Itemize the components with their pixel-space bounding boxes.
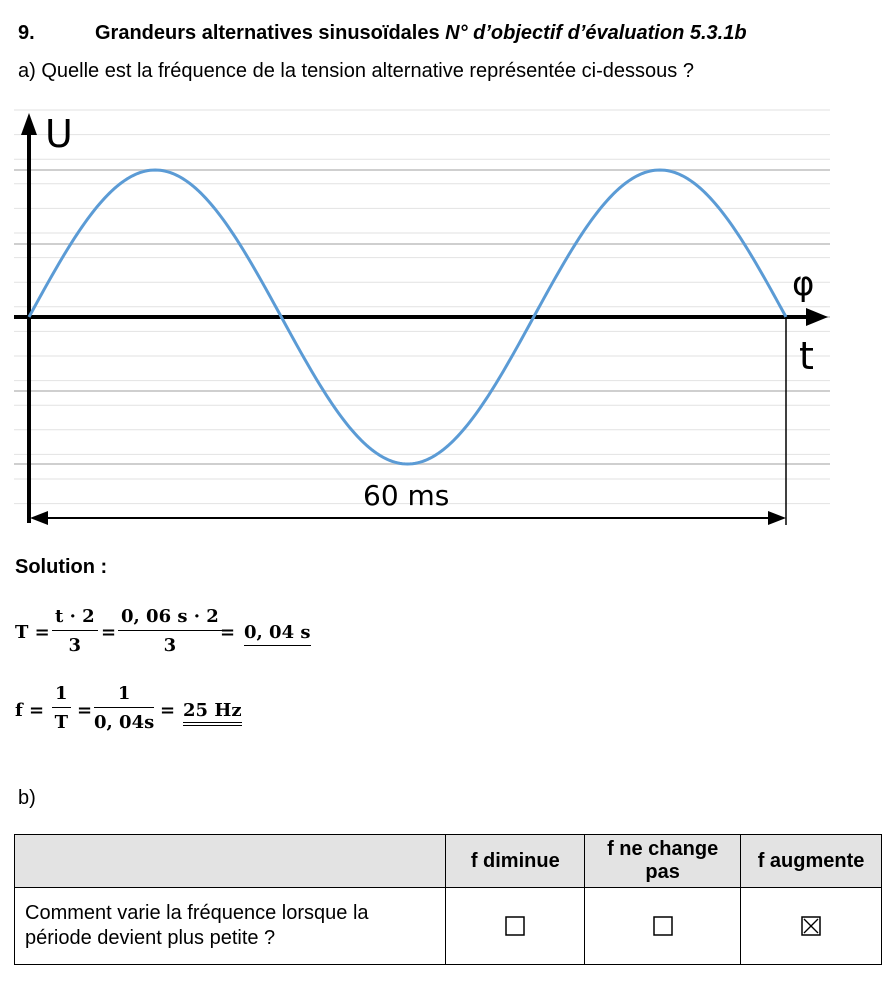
eq2-fraction-2: 1 0, 04s xyxy=(94,683,155,733)
table-header-row: f diminue f ne change pas f augmente xyxy=(13,834,882,888)
eq2-equals-2: = xyxy=(160,700,176,721)
figure-grid xyxy=(14,109,830,505)
y-axis-arrow xyxy=(21,113,37,135)
header-f-ne-change-pas: f ne change pas xyxy=(584,834,742,888)
eq2-frac2-num: 1 xyxy=(94,683,155,708)
eq2-frac2-den: 0, 04s xyxy=(94,712,155,733)
eq2-result: 25 Hz xyxy=(183,700,242,726)
eq1-frac1-num: t · 2 xyxy=(52,606,98,631)
header-f-diminue: f diminue xyxy=(445,834,586,888)
header-empty xyxy=(13,834,447,888)
eq1-lhs: T = xyxy=(15,622,50,643)
eq1-frac2-num: 0, 06 s · 2 xyxy=(118,606,222,631)
question-a: a) Quelle est la fréquence de la tension… xyxy=(18,60,694,82)
eq2-equals: = xyxy=(77,700,93,721)
cell-ne-change-pas xyxy=(584,887,742,965)
title-main: Grandeurs alternatives sinusoïdales xyxy=(95,22,440,44)
eq1-result: 0, 04 s xyxy=(244,622,311,646)
eq1-fraction-1: t · 2 3 xyxy=(52,606,98,656)
part-b-label: b) xyxy=(18,787,36,809)
duration-arrow-left xyxy=(30,511,48,525)
duration-arrow-right xyxy=(768,511,786,525)
exercise-title: Grandeurs alternatives sinusoïdales N° d… xyxy=(95,22,747,45)
cell-augmente xyxy=(740,887,882,965)
x-axis-arrow xyxy=(806,308,828,326)
eq2-lhs: f = xyxy=(15,700,45,721)
checkbox-augmente[interactable] xyxy=(801,916,821,936)
eq1-equals-2: = xyxy=(220,622,236,643)
eq2-frac1-den: T xyxy=(54,712,68,733)
solution-label: Solution : xyxy=(15,556,108,578)
table-row: Comment varie la fréquence lorsque la pé… xyxy=(13,887,882,965)
row-question: Comment varie la fréquence lorsque la pé… xyxy=(13,887,447,965)
eq2-frac1-num: 1 xyxy=(52,683,71,708)
sine-wave-curve xyxy=(27,168,788,466)
exercise-number: 9. xyxy=(18,22,35,44)
title-objective: N° d’objectif d’évaluation 5.3.1b xyxy=(445,22,747,44)
y-axis-label: U xyxy=(45,112,73,156)
header-f-augmente: f augmente xyxy=(740,834,882,888)
eq1-frac2-den: 3 xyxy=(163,635,177,656)
cell-diminue xyxy=(445,887,586,965)
eq2-fraction-1: 1 T xyxy=(52,683,71,733)
phase-label: φ xyxy=(792,264,814,304)
eq1-frac1-den: 3 xyxy=(68,635,82,656)
answer-table: f diminue f ne change pas f augmente Com… xyxy=(13,834,882,965)
duration-label: 60 ms xyxy=(363,479,449,512)
eq1-fraction-2: 0, 06 s · 2 3 xyxy=(118,606,222,656)
eq1-equals: = xyxy=(101,622,117,643)
checkbox-ne-change-pas[interactable] xyxy=(652,916,673,936)
checkbox-diminue[interactable] xyxy=(505,916,526,936)
sine-wave-figure: U φ t 60 ms xyxy=(14,109,830,525)
time-label: t xyxy=(799,334,814,378)
